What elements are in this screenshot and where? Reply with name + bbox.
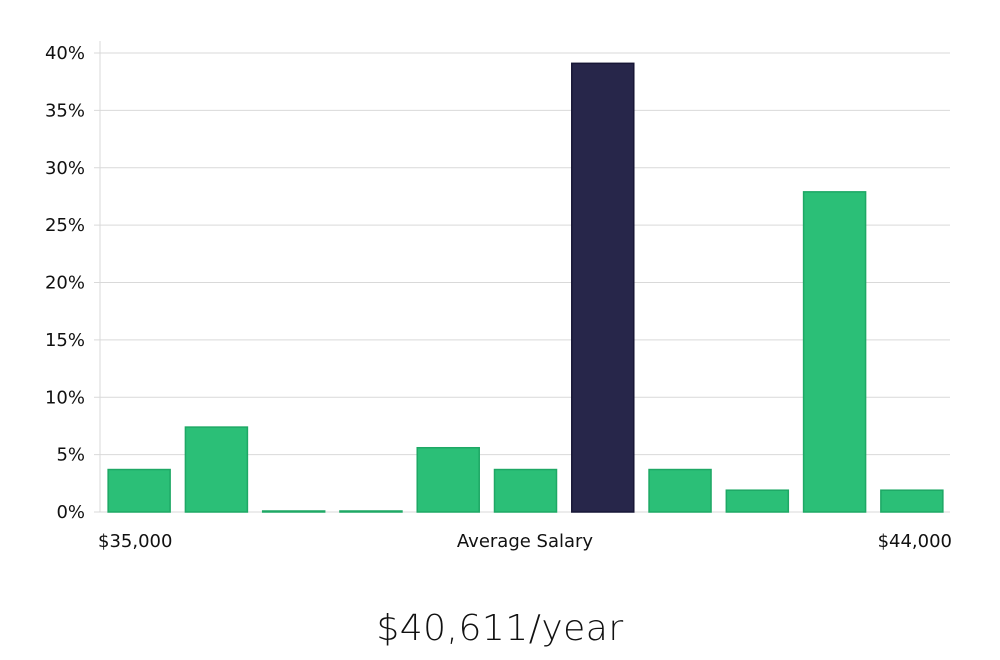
x-label-min: $35,000 xyxy=(98,531,172,552)
y-tick-label: 30% xyxy=(45,158,85,179)
bar xyxy=(184,426,249,513)
bar xyxy=(880,489,944,513)
y-tick-label: 15% xyxy=(45,330,85,351)
bar xyxy=(802,191,867,513)
y-tick-label: 5% xyxy=(56,445,85,466)
x-axis-title: Average Salary xyxy=(457,531,594,552)
salary-histogram: 0% 5% 10% 15% 20% 25% 30% 35% 40% $35,000 Averag… xyxy=(45,41,952,552)
y-tick-label: 10% xyxy=(45,387,85,408)
y-tick-label: 40% xyxy=(45,43,85,64)
y-tick-label: 25% xyxy=(45,215,85,236)
bar xyxy=(261,510,326,513)
bar xyxy=(416,446,480,513)
bar xyxy=(339,510,403,513)
bar-highlighted xyxy=(571,62,635,513)
bar xyxy=(648,468,712,513)
y-tick-label: 35% xyxy=(45,100,85,121)
average-salary-headline: $40,611/year xyxy=(376,608,624,649)
bar xyxy=(493,468,558,513)
y-tick-label: 0% xyxy=(56,502,85,523)
x-label-max: $44,000 xyxy=(878,531,952,552)
bar xyxy=(107,468,171,513)
y-tick-label: 20% xyxy=(45,273,85,294)
bar xyxy=(725,489,790,513)
